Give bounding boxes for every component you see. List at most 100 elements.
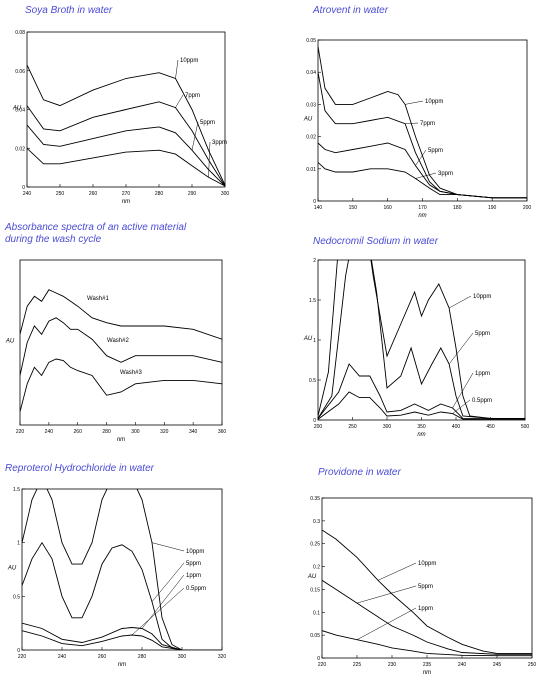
x-tick-label: 260 xyxy=(89,191,98,197)
y-tick-label: 0.02 xyxy=(15,146,25,152)
x-tick-label: 260 xyxy=(74,429,83,435)
x-tick-label: 250 xyxy=(56,191,65,197)
chart-title: Absorbance spectra of an active material xyxy=(4,222,187,233)
leader-line xyxy=(208,141,211,178)
chart-title: Reproterol Hydrochloride in water xyxy=(5,463,155,474)
leader-line xyxy=(175,59,179,79)
leader-line xyxy=(151,542,185,552)
leader-line xyxy=(151,562,185,602)
series-label: 1ppm xyxy=(186,573,201,579)
series-label: 10ppm xyxy=(425,99,443,105)
series-label: 3ppm xyxy=(212,140,227,146)
y-tick-label: 1.5 xyxy=(309,298,316,304)
y-tick-label: 0.04 xyxy=(15,108,25,114)
y-tick-label: 0.02 xyxy=(306,135,316,141)
series-label: 10ppm xyxy=(418,561,436,567)
series-label: 7ppm xyxy=(185,93,200,99)
y-axis-label: AU xyxy=(303,336,313,342)
x-tick-label: 360 xyxy=(218,429,227,435)
x-tick-label: 190 xyxy=(488,205,497,211)
series-line xyxy=(318,363,525,420)
x-tick-label: 160 xyxy=(383,205,392,211)
y-tick-label: 0.05 xyxy=(306,38,316,44)
series-line xyxy=(22,630,222,650)
y-tick-label: 0.5 xyxy=(13,594,20,600)
leader-line xyxy=(405,100,424,105)
x-axis-label: nm xyxy=(423,670,431,676)
x-tick-label: 240 xyxy=(458,662,467,668)
x-tick-label: 140 xyxy=(314,205,323,211)
series-label: 0.5ppm xyxy=(186,586,206,592)
chart-title: Nedocromil Sodium in water xyxy=(313,236,439,247)
series-label: 5ppm xyxy=(428,148,443,154)
series-label: 1ppm xyxy=(418,606,433,612)
series-line xyxy=(318,46,527,199)
x-tick-label: 180 xyxy=(453,205,462,211)
x-tick-label: 245 xyxy=(493,662,502,668)
series-line xyxy=(20,289,222,340)
plot-frame xyxy=(321,497,533,659)
x-tick-label: 290 xyxy=(188,191,197,197)
y-tick-label: 0 xyxy=(317,656,320,662)
series-label: 10ppm xyxy=(180,58,198,64)
x-tick-label: 300 xyxy=(131,429,140,435)
y-tick-label: 0.01 xyxy=(306,167,316,173)
x-tick-label: 240 xyxy=(58,654,67,660)
y-tick-label: 0.5 xyxy=(309,378,316,384)
y-tick-label: 0 xyxy=(22,185,25,191)
x-tick-label: 240 xyxy=(23,191,32,197)
chart: Soya Broth in water 240 250 260 270 280 290 300… xyxy=(12,5,230,205)
leader-line xyxy=(415,149,427,166)
series-label: 5ppm xyxy=(200,120,215,126)
y-tick-label: 0 xyxy=(313,418,316,424)
series-line xyxy=(27,64,225,186)
series-label: 1ppm xyxy=(475,371,490,377)
series-label: 7ppm xyxy=(420,121,435,127)
series-label: Wash#1 xyxy=(87,296,109,302)
series-line xyxy=(20,358,222,412)
series-line xyxy=(322,579,532,655)
y-tick-label: 0.05 xyxy=(310,633,320,639)
series-line xyxy=(318,72,527,199)
leader-line xyxy=(452,372,474,409)
x-tick-label: 220 xyxy=(16,429,25,435)
x-tick-label: 230 xyxy=(388,662,397,668)
leader-line xyxy=(448,295,472,309)
x-axis-label: nm xyxy=(117,437,125,443)
chart: Absorbance spectra of an active material… xyxy=(4,222,226,443)
x-tick-label: 225 xyxy=(353,662,362,668)
y-tick-label: 0.25 xyxy=(310,542,320,548)
y-tick-label: 0.15 xyxy=(310,587,320,593)
x-tick-label: 260 xyxy=(98,654,107,660)
x-tick-label: 400 xyxy=(452,424,461,430)
x-tick-label: 200 xyxy=(314,424,323,430)
chart: Atrovent in water 140 150 160 170 180 190 200 0 0… xyxy=(303,5,532,219)
y-tick-label: 0.03 xyxy=(306,102,316,108)
x-tick-label: 320 xyxy=(218,654,227,660)
y-tick-label: 1 xyxy=(17,541,20,547)
leader-line xyxy=(175,94,184,108)
leader-line xyxy=(191,121,199,151)
series-label: Wash#2 xyxy=(107,338,129,344)
x-tick-label: 250 xyxy=(528,662,537,668)
x-tick-label: 220 xyxy=(18,654,27,660)
chart-title: during the wash cycle xyxy=(5,234,102,245)
leader-line xyxy=(356,607,417,640)
series-line xyxy=(322,630,532,657)
series-label: 10ppm xyxy=(186,549,204,555)
series-line xyxy=(318,260,525,419)
series-label: Wash#3 xyxy=(120,370,142,376)
x-tick-label: 240 xyxy=(45,429,54,435)
series-line xyxy=(27,124,225,187)
leader-line xyxy=(405,122,419,124)
series-line xyxy=(318,260,525,419)
x-tick-label: 280 xyxy=(155,191,164,197)
x-tick-label: 220 xyxy=(318,662,327,668)
chart-title: Providone in water xyxy=(318,467,401,478)
series-label: 5ppm xyxy=(418,584,433,590)
series-line xyxy=(27,101,225,187)
plot-frame xyxy=(19,259,223,426)
x-tick-label: 280 xyxy=(102,429,111,435)
series-line xyxy=(20,317,222,376)
